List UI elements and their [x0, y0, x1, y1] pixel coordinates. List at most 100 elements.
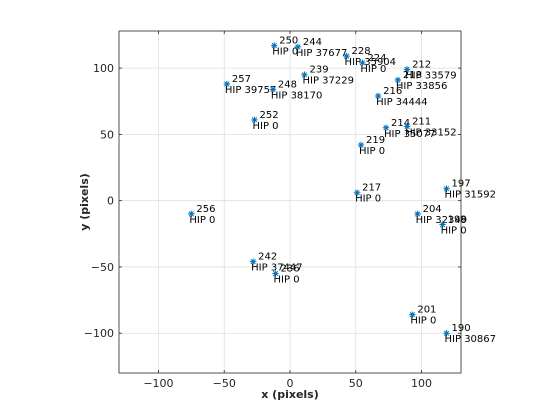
point-id-label: 236 — [281, 264, 300, 275]
y-axis-label: y (pixels) — [78, 173, 91, 231]
axis-ticks: −100 −50 0 50 100 −100 −50 0 50 100 — [84, 31, 461, 390]
point-id-label: 216 — [383, 86, 402, 97]
asterisk-marker — [414, 210, 421, 218]
asterisk-marker — [403, 66, 411, 73]
point-id-label: 256 — [196, 204, 215, 215]
point-hip-label: HIP 0 — [272, 47, 298, 58]
asterisk-marker — [403, 123, 411, 130]
asterisk-marker — [294, 43, 302, 51]
asterisk-marker — [359, 59, 366, 67]
y-tick-label: −100 — [84, 327, 114, 340]
x-tick-label: −50 — [213, 377, 236, 390]
point-hip-label: HIP 0 — [441, 226, 467, 237]
point-hip-label: HIP 31592 — [445, 190, 497, 201]
x-tick-label: −100 — [143, 377, 173, 390]
asterisk-marker — [353, 189, 361, 196]
asterisk-marker — [249, 258, 257, 265]
point-hip-label: HIP 35077 — [384, 129, 436, 140]
point-hip-label: HIP 0 — [252, 121, 278, 132]
grid-lines — [119, 31, 461, 373]
point-id-label: 214 — [391, 118, 410, 129]
x-tick-label: 0 — [287, 377, 294, 390]
point-hip-label: HIP 38170 — [271, 90, 323, 101]
asterisk-marker — [269, 86, 277, 93]
point-id-label: 242 — [258, 252, 277, 263]
point-hip-label: HIP 37229 — [302, 76, 354, 87]
point-hip-label: HIP 37447 — [251, 263, 303, 274]
y-tick-label: 0 — [107, 195, 114, 208]
x-tick-label: 100 — [411, 377, 432, 390]
point-id-label: 201 — [417, 305, 436, 316]
point-id-label: 211 — [412, 116, 431, 127]
point-id-label: 250 — [279, 36, 298, 47]
point-id-label: 219 — [366, 135, 385, 146]
point-id-label: 218 — [403, 70, 422, 81]
asterisk-marker — [272, 270, 279, 277]
point-hip-label: HIP 0 — [355, 194, 381, 205]
point-id-label: 190 — [452, 323, 471, 334]
point-hip-label: HIP 0 — [274, 275, 300, 286]
asterisk-marker — [443, 330, 450, 337]
asterisk-marker — [374, 92, 382, 100]
point-hip-label: HIP 33856 — [396, 81, 448, 92]
point-hip-label: HIP 0 — [410, 316, 436, 327]
point-hip-label: HIP 32349 — [416, 215, 468, 226]
point-hip-label: HIP 0 — [359, 146, 385, 157]
point-hip-label: HIP 37677 — [296, 48, 348, 59]
point-hip-label: HIP 33579 — [405, 70, 457, 81]
point-id-label: 239 — [309, 65, 328, 76]
point-hip-label: HIP 39757 — [225, 85, 277, 96]
asterisk-marker — [409, 311, 416, 318]
asterisk-marker — [382, 124, 390, 131]
asterisk-marker — [301, 71, 308, 78]
point-hip-label: HIP 0 — [189, 215, 215, 226]
asterisk-marker — [223, 80, 231, 88]
asterisk-marker — [439, 221, 446, 228]
point-id-label: 212 — [412, 59, 431, 70]
x-axis-label: x (pixels) — [261, 388, 319, 401]
point-hip-label: HIP 34444 — [376, 97, 428, 108]
asterisk-marker — [443, 185, 450, 192]
point-id-label: 224 — [367, 53, 386, 64]
y-tick-label: −50 — [91, 261, 114, 274]
asterisk-marker — [188, 210, 195, 218]
asterisk-marker — [357, 141, 365, 149]
y-tick-label: 100 — [93, 62, 114, 75]
point-id-label: 248 — [278, 79, 297, 90]
asterisk-marker — [394, 76, 402, 84]
point-id-label: 198 — [448, 215, 467, 226]
point-hip-label: HIP 30867 — [445, 334, 497, 345]
x-tick-label: 50 — [349, 377, 363, 390]
point-hip-label: HIP 33152 — [405, 127, 457, 138]
point-id-label: 252 — [259, 110, 278, 121]
asterisk-marker — [251, 116, 258, 124]
y-tick-label: 50 — [100, 128, 114, 141]
point-hip-label: HIP 0 — [360, 64, 386, 75]
point-hip-label: HIP 35904 — [345, 57, 397, 68]
point-id-label: 257 — [232, 74, 251, 85]
point-id-label: 244 — [303, 37, 322, 48]
point-id-label: 217 — [362, 183, 381, 194]
point-id-label: 204 — [423, 204, 442, 215]
